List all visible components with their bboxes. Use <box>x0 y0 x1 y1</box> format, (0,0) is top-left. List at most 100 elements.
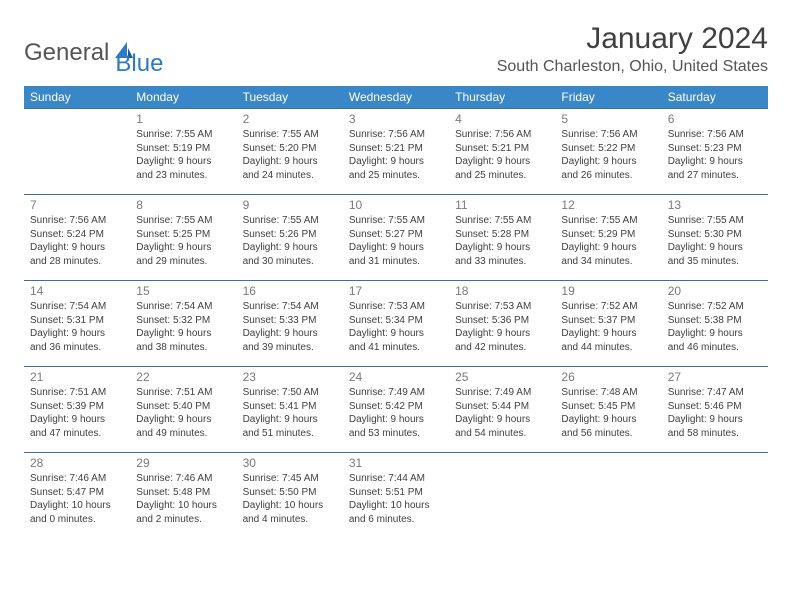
calendar-week-row: 28 Sunrise: 7:46 AMSunset: 5:47 PMDayligh… <box>24 453 768 539</box>
calendar-day-cell: 15 Sunrise: 7:54 AMSunset: 5:32 PMDayligh… <box>130 281 236 367</box>
calendar-empty-cell <box>555 453 661 539</box>
day-info: Sunrise: 7:55 AMSunset: 5:29 PMDaylight:… <box>561 214 655 268</box>
weekday-header: Tuesday <box>237 86 343 109</box>
calendar-day-cell: 14Sunrise: 7:54 AMSunset: 5:31 PMDayligh… <box>24 281 130 367</box>
calendar-day-cell: 21Sunrise: 7:51 AMSunset: 5:39 PMDayligh… <box>24 367 130 453</box>
day-info: Sunrise: 7:49 AMSunset: 5:44 PMDaylight:… <box>455 386 549 440</box>
calendar-day-cell: 4 Sunrise: 7:56 AMSunset: 5:21 PMDaylight… <box>449 109 555 195</box>
day-number: 23 <box>243 370 337 384</box>
weekday-header: Saturday <box>662 86 768 109</box>
day-number: 7 <box>30 198 124 212</box>
day-number: 30 <box>243 456 337 470</box>
day-number: 10 <box>349 198 443 212</box>
header: General Blue January 2024 South Charlest… <box>24 22 768 78</box>
day-info: Sunrise: 7:54 AMSunset: 5:31 PMDaylight:… <box>30 300 124 354</box>
day-number: 5 <box>561 112 655 126</box>
day-number: 3 <box>349 112 443 126</box>
day-info: Sunrise: 7:53 AMSunset: 5:34 PMDaylight:… <box>349 300 443 354</box>
day-number: 25 <box>455 370 549 384</box>
day-info: Sunrise: 7:55 AMSunset: 5:26 PMDaylight:… <box>243 214 337 268</box>
day-number: 28 <box>30 456 124 470</box>
calendar-head: SundayMondayTuesdayWednesdayThursdayFrid… <box>24 86 768 109</box>
brand-part2: Blue <box>115 50 163 77</box>
day-info: Sunrise: 7:56 AMSunset: 5:24 PMDaylight:… <box>30 214 124 268</box>
day-number: 18 <box>455 284 549 298</box>
day-number: 31 <box>349 456 443 470</box>
day-info: Sunrise: 7:54 AMSunset: 5:32 PMDaylight:… <box>136 300 230 354</box>
day-number: 8 <box>136 198 230 212</box>
title-block: January 2024 South Charleston, Ohio, Uni… <box>497 22 768 76</box>
day-info: Sunrise: 7:55 AMSunset: 5:27 PMDaylight:… <box>349 214 443 268</box>
calendar-day-cell: 6 Sunrise: 7:56 AMSunset: 5:23 PMDaylight… <box>662 109 768 195</box>
day-number: 24 <box>349 370 443 384</box>
day-number: 4 <box>455 112 549 126</box>
calendar-day-cell: 17 Sunrise: 7:53 AMSunset: 5:34 PMDayligh… <box>343 281 449 367</box>
calendar-empty-cell <box>449 453 555 539</box>
day-number: 6 <box>668 112 762 126</box>
calendar-empty-cell <box>662 453 768 539</box>
day-info: Sunrise: 7:54 AMSunset: 5:33 PMDaylight:… <box>243 300 337 354</box>
day-number: 2 <box>243 112 337 126</box>
weekday-header: Sunday <box>24 86 130 109</box>
day-number: 11 <box>455 198 549 212</box>
calendar-day-cell: 23 Sunrise: 7:50 AMSunset: 5:41 PMDayligh… <box>237 367 343 453</box>
calendar-body: 1Sunrise: 7:55 AMSunset: 5:19 PMDaylight… <box>24 109 768 539</box>
weekday-header: Wednesday <box>343 86 449 109</box>
day-number: 20 <box>668 284 762 298</box>
calendar-day-cell: 28 Sunrise: 7:46 AMSunset: 5:47 PMDayligh… <box>24 453 130 539</box>
calendar-day-cell: 22 Sunrise: 7:51 AMSunset: 5:40 PMDayligh… <box>130 367 236 453</box>
day-number: 19 <box>561 284 655 298</box>
calendar-day-cell: 9 Sunrise: 7:55 AMSunset: 5:26 PMDaylight… <box>237 195 343 281</box>
calendar-day-cell: 3Sunrise: 7:56 AMSunset: 5:21 PMDaylight… <box>343 109 449 195</box>
day-info: Sunrise: 7:55 AMSunset: 5:20 PMDaylight:… <box>243 128 337 182</box>
day-number: 13 <box>668 198 762 212</box>
day-number: 15 <box>136 284 230 298</box>
calendar-day-cell: 19 Sunrise: 7:52 AMSunset: 5:37 PMDayligh… <box>555 281 661 367</box>
day-info: Sunrise: 7:55 AMSunset: 5:25 PMDaylight:… <box>136 214 230 268</box>
calendar-day-cell: 30 Sunrise: 7:45 AMSunset: 5:50 PMDayligh… <box>237 453 343 539</box>
day-info: Sunrise: 7:52 AMSunset: 5:38 PMDaylight:… <box>668 300 762 354</box>
day-info: Sunrise: 7:55 AMSunset: 5:28 PMDaylight:… <box>455 214 549 268</box>
day-number: 22 <box>136 370 230 384</box>
day-number: 27 <box>668 370 762 384</box>
calendar-day-cell: 2 Sunrise: 7:55 AMSunset: 5:20 PMDaylight… <box>237 109 343 195</box>
calendar-day-cell: 24 Sunrise: 7:49 AMSunset: 5:42 PMDayligh… <box>343 367 449 453</box>
day-info: Sunrise: 7:49 AMSunset: 5:42 PMDaylight:… <box>349 386 443 440</box>
day-info: Sunrise: 7:56 AMSunset: 5:21 PMDaylight:… <box>455 128 549 182</box>
day-info: Sunrise: 7:50 AMSunset: 5:41 PMDaylight:… <box>243 386 337 440</box>
calendar-day-cell: 13 Sunrise: 7:55 AMSunset: 5:30 PMDayligh… <box>662 195 768 281</box>
calendar-day-cell: 16Sunrise: 7:54 AMSunset: 5:33 PMDayligh… <box>237 281 343 367</box>
calendar-day-cell: 12Sunrise: 7:55 AMSunset: 5:29 PMDayligh… <box>555 195 661 281</box>
day-info: Sunrise: 7:45 AMSunset: 5:50 PMDaylight:… <box>243 472 337 526</box>
calendar-week-row: 1Sunrise: 7:55 AMSunset: 5:19 PMDaylight… <box>24 109 768 195</box>
day-info: Sunrise: 7:48 AMSunset: 5:45 PMDaylight:… <box>561 386 655 440</box>
calendar-day-cell: 5Sunrise: 7:56 AMSunset: 5:22 PMDaylight… <box>555 109 661 195</box>
day-info: Sunrise: 7:55 AMSunset: 5:30 PMDaylight:… <box>668 214 762 268</box>
calendar-day-cell: 29Sunrise: 7:46 AMSunset: 5:48 PMDayligh… <box>130 453 236 539</box>
day-number: 29 <box>136 456 230 470</box>
calendar-day-cell: 10 Sunrise: 7:55 AMSunset: 5:27 PMDayligh… <box>343 195 449 281</box>
day-info: Sunrise: 7:51 AMSunset: 5:40 PMDaylight:… <box>136 386 230 440</box>
day-info: Sunrise: 7:46 AMSunset: 5:47 PMDaylight:… <box>30 472 124 526</box>
day-info: Sunrise: 7:51 AMSunset: 5:39 PMDaylight:… <box>30 386 124 440</box>
brand-logo: General Blue <box>24 28 163 78</box>
weekday-header: Friday <box>555 86 661 109</box>
weekday-header: Thursday <box>449 86 555 109</box>
calendar-day-cell: 18Sunrise: 7:53 AMSunset: 5:36 PMDayligh… <box>449 281 555 367</box>
day-number: 17 <box>349 284 443 298</box>
calendar-day-cell: 20 Sunrise: 7:52 AMSunset: 5:38 PMDayligh… <box>662 281 768 367</box>
calendar-day-cell: 7 Sunrise: 7:56 AMSunset: 5:24 PMDaylight… <box>24 195 130 281</box>
day-info: Sunrise: 7:52 AMSunset: 5:37 PMDaylight:… <box>561 300 655 354</box>
calendar-day-cell: 11 Sunrise: 7:55 AMSunset: 5:28 PMDayligh… <box>449 195 555 281</box>
month-title: January 2024 <box>497 22 768 56</box>
brand-part1: General <box>24 39 109 67</box>
day-number: 26 <box>561 370 655 384</box>
day-number: 9 <box>243 198 337 212</box>
calendar-day-cell: 1Sunrise: 7:55 AMSunset: 5:19 PMDaylight… <box>130 109 236 195</box>
day-info: Sunrise: 7:55 AMSunset: 5:19 PMDaylight:… <box>136 128 230 182</box>
calendar-day-cell: 31Sunrise: 7:44 AMSunset: 5:51 PMDayligh… <box>343 453 449 539</box>
calendar-empty-cell <box>24 109 130 195</box>
calendar-week-row: 14Sunrise: 7:54 AMSunset: 5:31 PMDayligh… <box>24 281 768 367</box>
calendar-week-row: 7 Sunrise: 7:56 AMSunset: 5:24 PMDaylight… <box>24 195 768 281</box>
day-info: Sunrise: 7:56 AMSunset: 5:23 PMDaylight:… <box>668 128 762 182</box>
